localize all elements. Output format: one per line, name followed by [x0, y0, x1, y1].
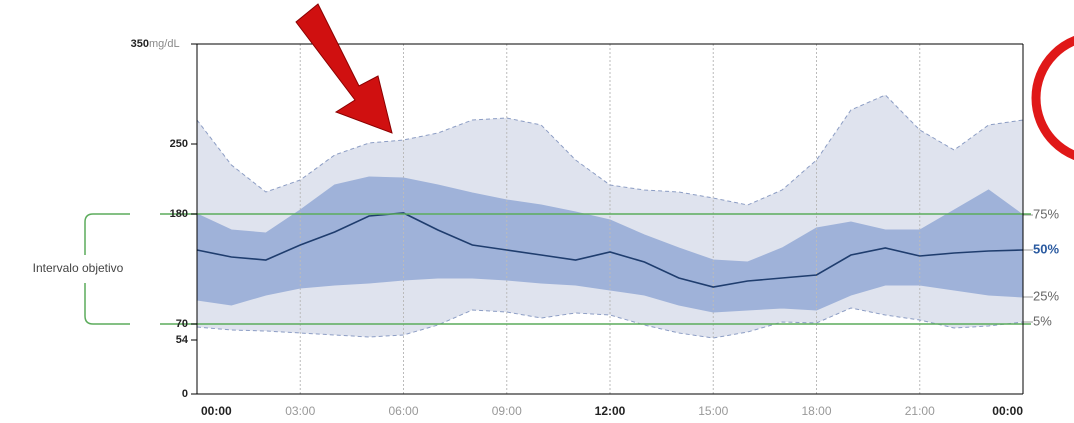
arrow [295, 3, 393, 134]
plot: 00:00 03:00 06:00 09:00 12:00 15:00 18:00 21:00… [33, 38, 1060, 418]
target-label: Intervalo objetivo [33, 261, 124, 275]
y-unit: mg/dL [149, 38, 180, 50]
series-label: 25% [1033, 288, 1059, 303]
x-tick-label: 18:00 [801, 404, 831, 418]
x-tick-label: 21:00 [905, 404, 935, 418]
highlight-circle [1031, 35, 1074, 161]
series-label: 5% [1033, 313, 1052, 328]
x-tick-label: 15:00 [698, 404, 728, 418]
x-tick-label: 00:00 [992, 404, 1023, 418]
y-tick-label: 0 [182, 388, 188, 400]
y-tick-label: 250 [170, 138, 188, 150]
x-tick-label: 12:00 [595, 404, 626, 418]
y-tick-label: 54 [176, 334, 189, 346]
series-label: 75% [1033, 206, 1059, 221]
y-tick-label: 350 [131, 38, 149, 50]
x-tick-label: 06:00 [388, 404, 418, 418]
target-bracket [84, 213, 94, 325]
series-label: 50% [1033, 241, 1059, 256]
percentile-line [196, 94, 1024, 206]
x-tick-label: 03:00 [285, 404, 315, 418]
y-tick-label: 70 [176, 318, 188, 330]
x-tick-label: 00:00 [201, 404, 232, 418]
percentile-line [196, 307, 1024, 339]
median-line [196, 212, 1024, 288]
percentile-line [196, 277, 1024, 313]
y-tick-label: 180 [170, 208, 188, 220]
x-tick-label: 09:00 [492, 404, 522, 418]
percentile-line [196, 176, 1024, 263]
